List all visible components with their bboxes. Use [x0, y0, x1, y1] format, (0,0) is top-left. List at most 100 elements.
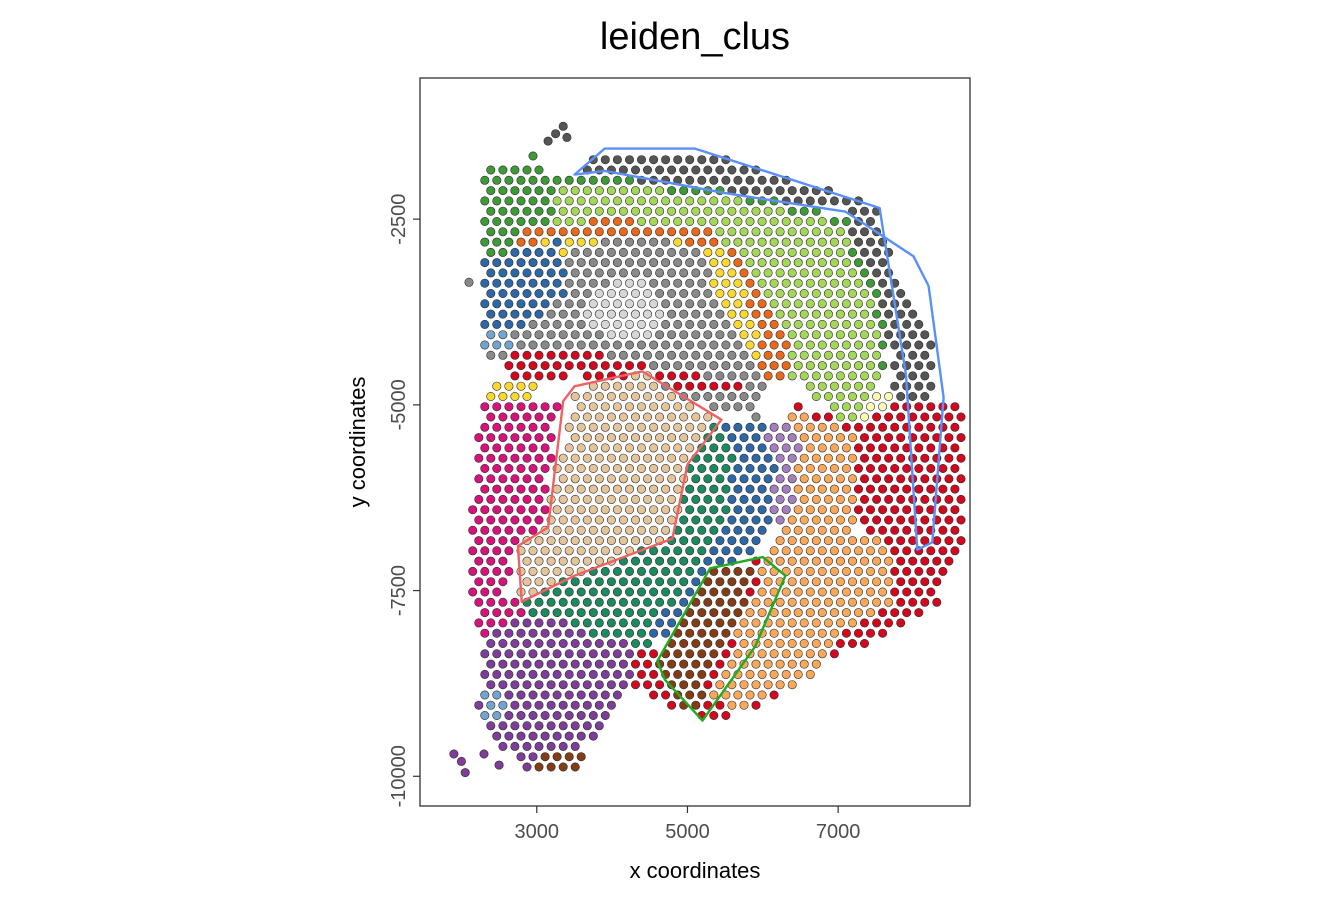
- spot-point: [775, 474, 785, 484]
- spot-point: [751, 391, 761, 401]
- spot-point: [721, 237, 731, 247]
- spot-point: [787, 618, 797, 628]
- spot-point: [878, 608, 888, 618]
- spot-point: [667, 680, 677, 690]
- spot-point: [673, 443, 683, 453]
- spot-point: [745, 443, 755, 453]
- spot-point: [564, 196, 574, 206]
- spot-point: [522, 515, 532, 525]
- spot-point: [799, 412, 809, 422]
- spot-point: [540, 422, 550, 432]
- spot-point: [673, 546, 683, 556]
- spot-point: [811, 453, 821, 463]
- spot-point: [522, 556, 532, 566]
- spot-point: [600, 278, 610, 288]
- spot-point: [618, 494, 628, 504]
- spot-point: [781, 340, 791, 350]
- spot-point: [769, 443, 779, 453]
- spot-point: [667, 371, 677, 381]
- spot-point: [661, 546, 671, 556]
- spot-point: [564, 587, 574, 597]
- spot-point: [787, 597, 797, 607]
- spot-point: [522, 309, 532, 319]
- spot-point: [884, 556, 894, 566]
- spot-point: [709, 710, 719, 720]
- spot-point: [709, 278, 719, 288]
- spot-point: [600, 258, 610, 268]
- spot-point: [480, 237, 490, 247]
- spot-point: [667, 330, 677, 340]
- spot-point: [667, 474, 677, 484]
- spot-point: [721, 587, 731, 597]
- spot-point: [865, 278, 875, 288]
- spot-point: [673, 669, 683, 679]
- spot-point: [600, 196, 610, 206]
- spot-point: [522, 474, 532, 484]
- spot-point: [486, 165, 496, 175]
- spot-point: [576, 628, 586, 638]
- spot-point: [703, 309, 713, 319]
- spot-point: [691, 494, 701, 504]
- spot-point: [787, 206, 797, 216]
- spot-point: [486, 721, 496, 731]
- spot-point: [582, 618, 592, 628]
- spot-point: [829, 340, 839, 350]
- spot-point: [667, 700, 677, 710]
- spot-point: [727, 165, 737, 175]
- spot-point: [793, 319, 803, 329]
- spot-point: [504, 258, 514, 268]
- spot-point: [835, 391, 845, 401]
- spot-point: [835, 288, 845, 298]
- spot-point: [685, 196, 695, 206]
- spot-point: [594, 536, 604, 546]
- spot-point: [896, 371, 906, 381]
- spot-point: [745, 237, 755, 247]
- spot-point: [757, 175, 767, 185]
- spot-point: [938, 566, 948, 576]
- spot-point: [859, 206, 869, 216]
- spot-point: [600, 566, 610, 576]
- spot-point: [715, 494, 725, 504]
- spot-point: [817, 566, 827, 576]
- spots-layer: [449, 121, 966, 778]
- spot-point: [727, 391, 737, 401]
- spot-point: [697, 196, 707, 206]
- spot-point: [492, 649, 502, 659]
- spot-point: [480, 319, 490, 329]
- spot-point: [534, 556, 544, 566]
- spot-point: [908, 350, 918, 360]
- spot-point: [588, 175, 598, 185]
- spot-point: [715, 350, 725, 360]
- spot-point: [733, 463, 743, 473]
- spot-point: [516, 299, 526, 309]
- spot-point: [564, 628, 574, 638]
- spot-point: [872, 536, 882, 546]
- spot-point: [630, 597, 640, 607]
- spot-point: [691, 700, 701, 710]
- spot-point: [636, 278, 646, 288]
- spot-point: [655, 165, 665, 175]
- spot-point: [534, 309, 544, 319]
- spot-point: [588, 587, 598, 597]
- spot-point: [859, 536, 869, 546]
- spot-point: [878, 258, 888, 268]
- spot-point: [745, 361, 755, 371]
- spot-point: [751, 515, 761, 525]
- spot-point: [486, 680, 496, 690]
- spot-point: [540, 690, 550, 700]
- spot-point: [865, 299, 875, 309]
- spot-point: [679, 330, 689, 340]
- spot-point: [612, 299, 622, 309]
- spot-point: [546, 206, 556, 216]
- spot-point: [636, 361, 646, 371]
- spot-point: [474, 474, 484, 484]
- spot-point: [884, 515, 894, 525]
- spot-point: [697, 381, 707, 391]
- spot-point: [534, 453, 544, 463]
- spot-point: [847, 350, 857, 360]
- spot-point: [829, 237, 839, 247]
- spot-point: [612, 422, 622, 432]
- spot-point: [865, 525, 875, 535]
- spot-point: [733, 505, 743, 515]
- spot-point: [847, 309, 857, 319]
